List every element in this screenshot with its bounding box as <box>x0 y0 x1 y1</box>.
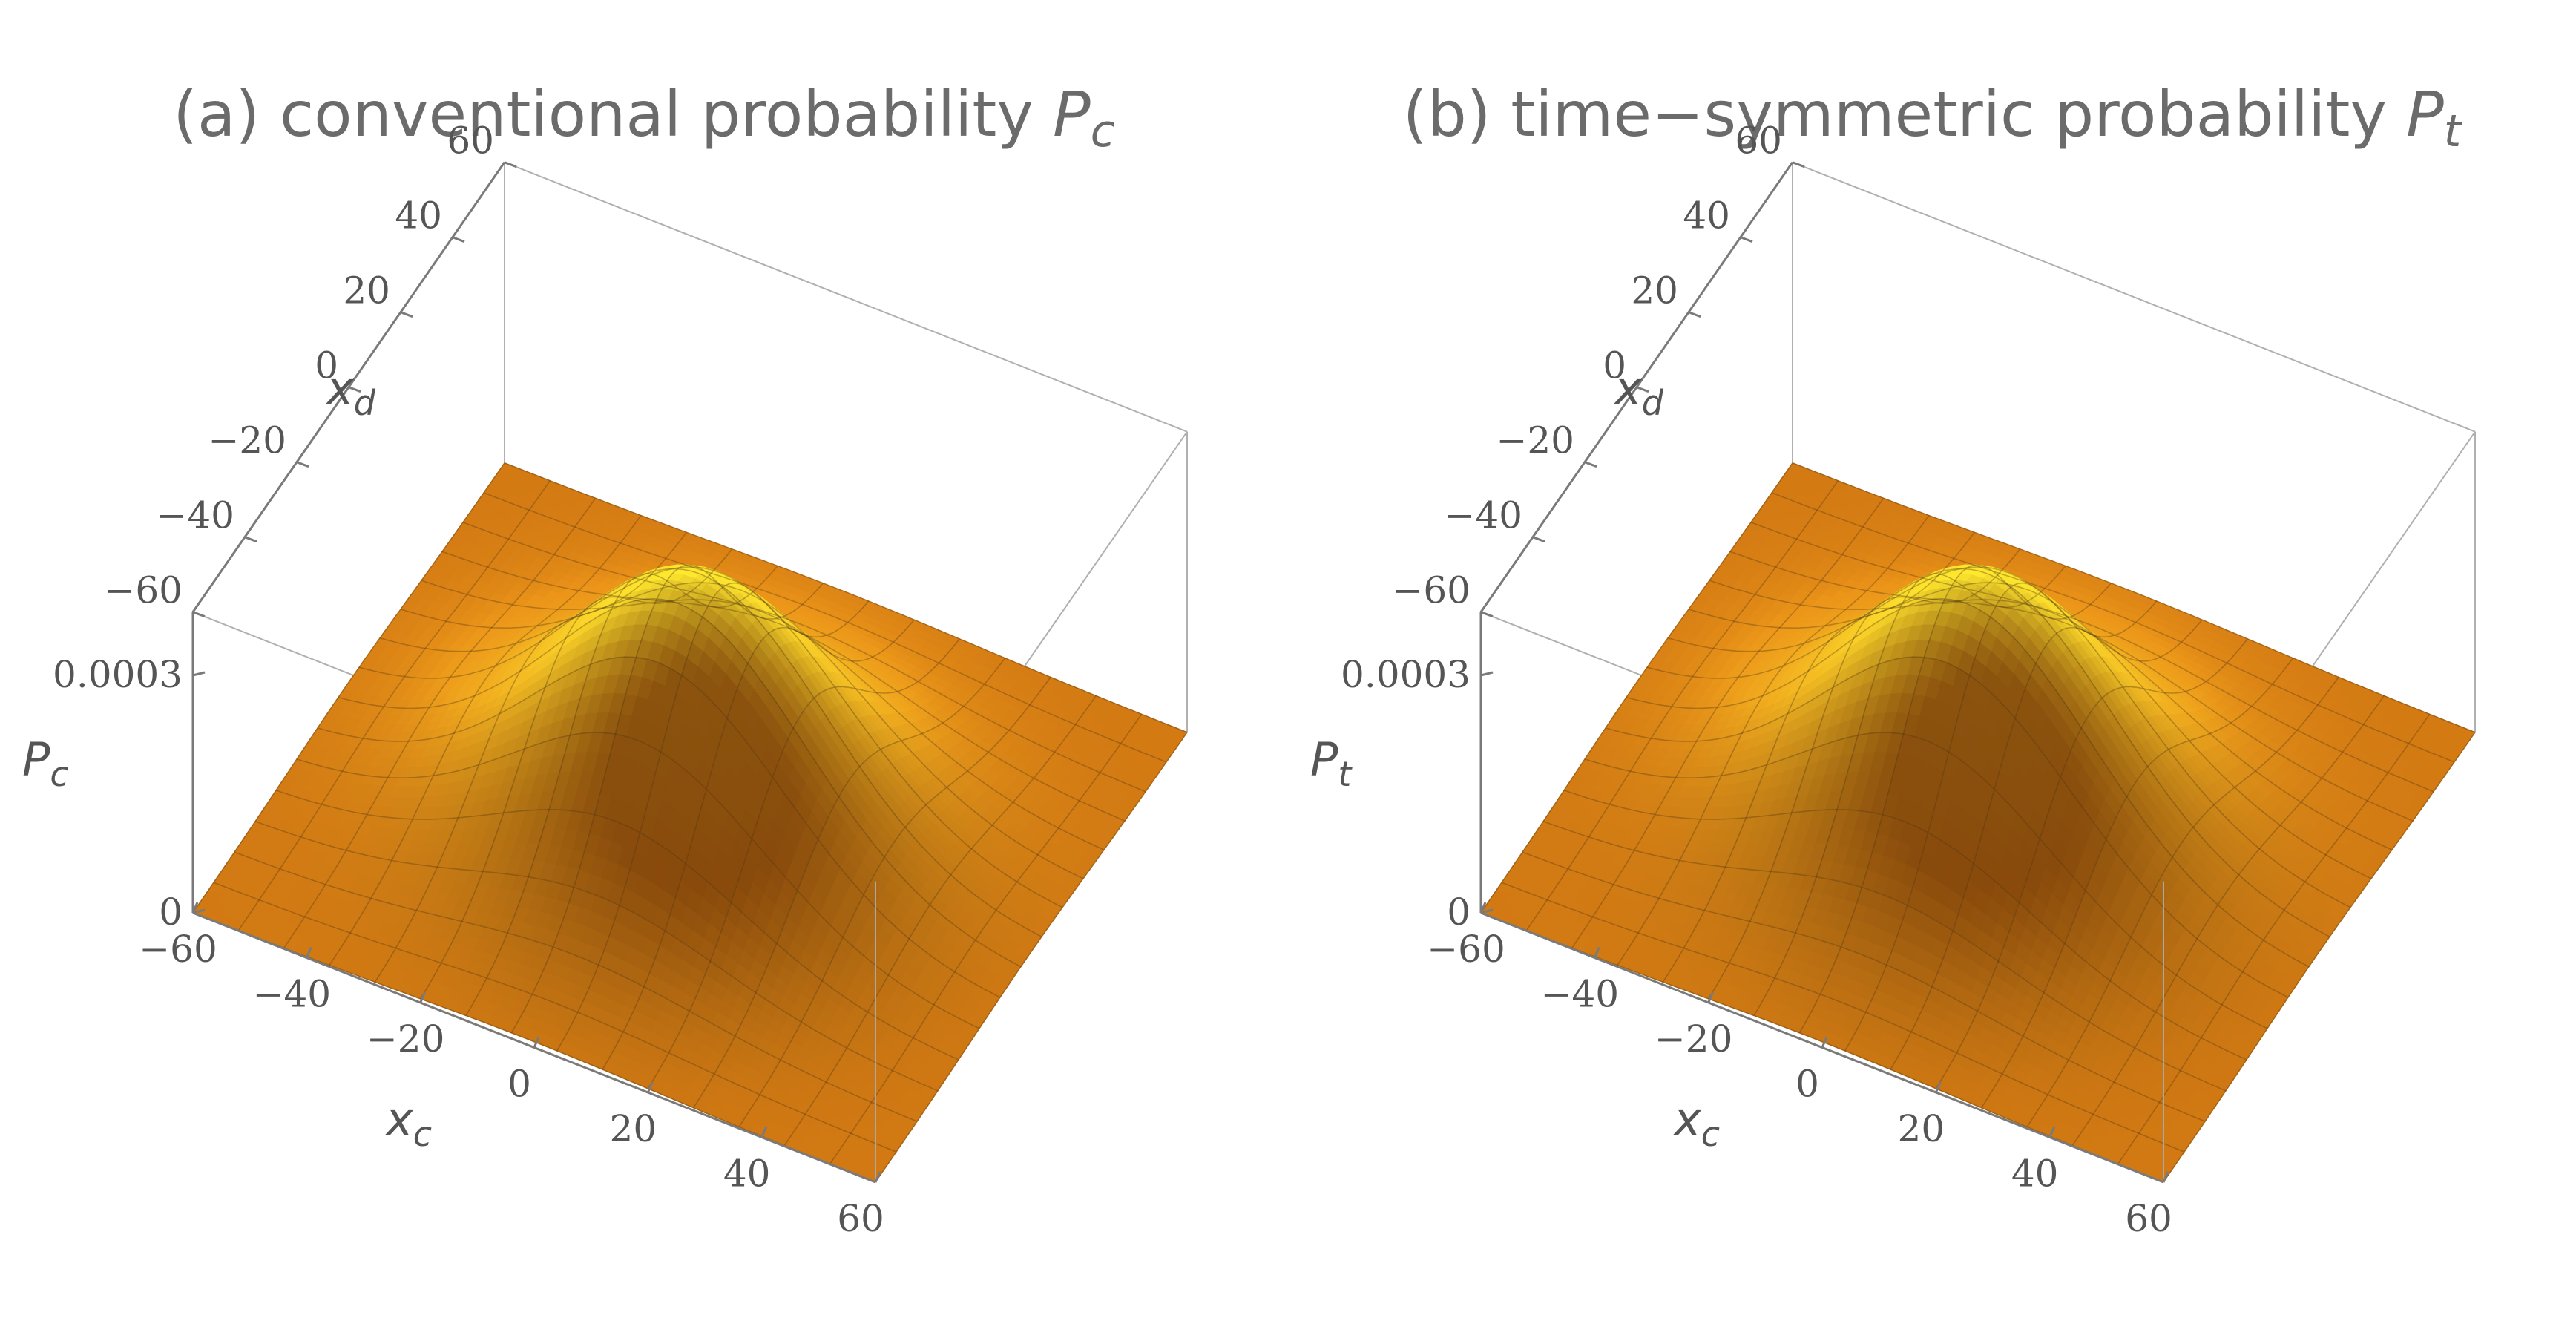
chart-title-text: (a) conventional probability <box>173 78 1034 151</box>
z-tick-mark <box>192 671 206 677</box>
surface-plot: −60−40−200204060−60−40−20020406000.0003x… <box>1310 119 2476 1240</box>
y-tick-label: 60 <box>447 119 494 163</box>
x-tick-label: −20 <box>367 1017 445 1061</box>
y-tick-mark <box>504 161 517 168</box>
x-axis-label: xc <box>384 1092 432 1154</box>
chart-panel-a: (a) conventional probability Pc −60 −40 −20… <box>0 78 1288 1240</box>
x-tick-label: 0 <box>507 1063 531 1106</box>
z-tick-label: 0.0003 <box>53 653 183 696</box>
surface-mesh <box>192 462 1188 1183</box>
y-tick-label: −20 <box>208 419 286 462</box>
box-edge <box>1792 161 2476 433</box>
y-tick-mark <box>192 611 206 618</box>
y-tick-label: −60 <box>104 569 183 612</box>
x-tick-label: 20 <box>610 1107 657 1150</box>
y-tick-label: 40 <box>395 194 442 237</box>
x-tick-label: −40 <box>253 973 332 1016</box>
chart-title-symbol: Pc <box>1053 78 1115 157</box>
y-tick-label: 20 <box>343 269 390 312</box>
z-tick-label: 0 <box>159 891 183 934</box>
y-tick-mark <box>400 311 413 318</box>
y-tick-mark <box>296 461 309 468</box>
x-tick-label: 60 <box>837 1197 884 1240</box>
chart-panel-b: (b) time−symmetric probability Pt −60 −40−… <box>1288 0 2576 1344</box>
x-tick-label: −60 <box>139 928 217 971</box>
chart-title: (a) conventional probability Pc <box>0 78 1288 157</box>
surface-plot: −60−40−200204060−60−40−20020406000.0003x… <box>22 119 1188 1240</box>
y-tick-mark <box>452 236 465 243</box>
x-tick-label: 40 <box>723 1153 771 1196</box>
box-edge <box>504 161 1188 433</box>
z-axis-label: Pc <box>22 732 69 794</box>
y-axis-label: xd <box>325 361 376 423</box>
y-tick-label: −40 <box>156 494 234 537</box>
y-tick-mark <box>244 536 257 543</box>
